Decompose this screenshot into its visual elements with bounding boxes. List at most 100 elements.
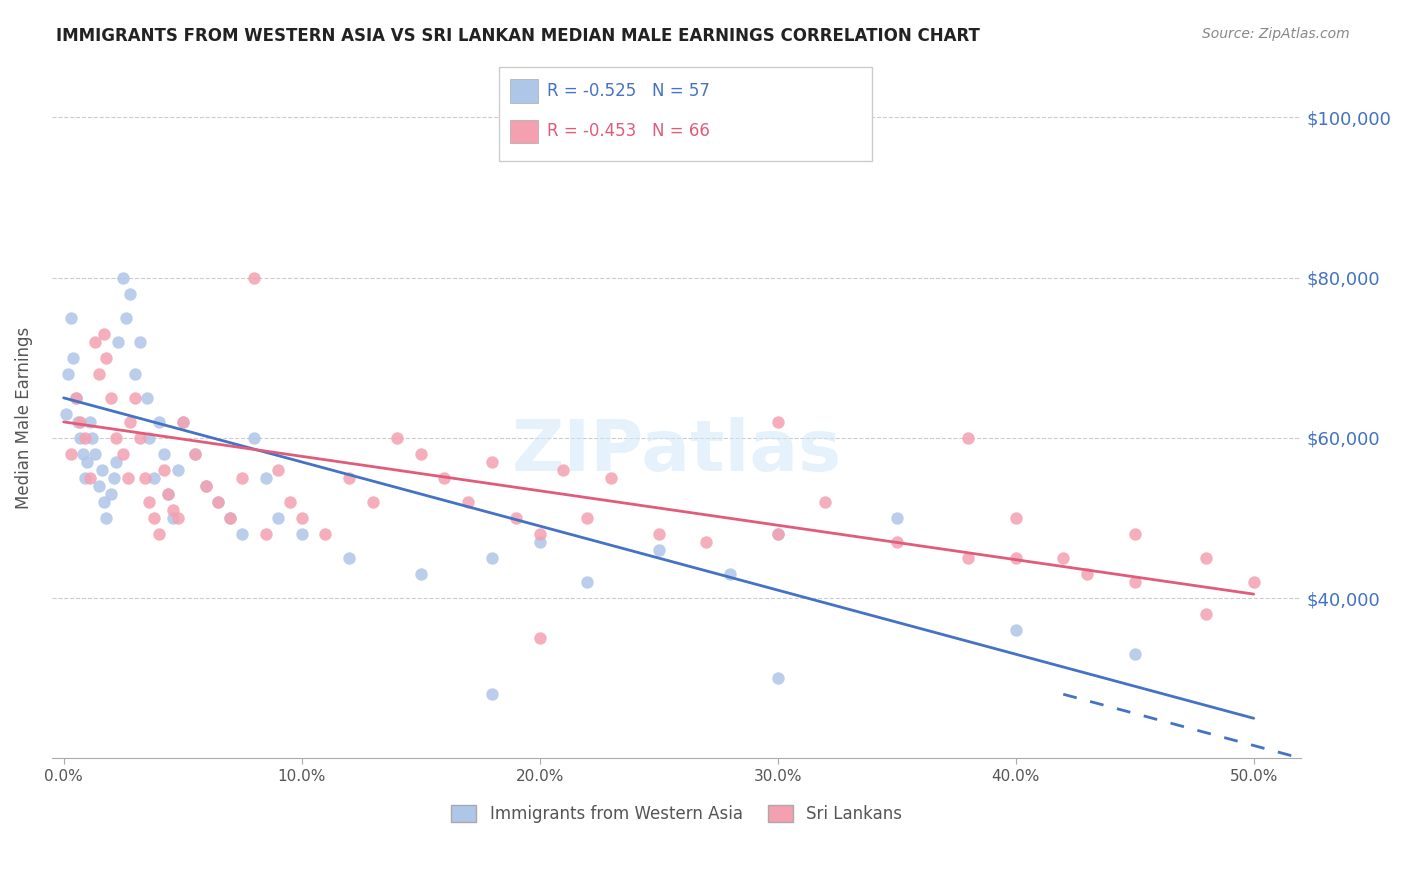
- Point: [79, 415, 101, 429]
- Point: [75, 471, 97, 485]
- Point: [128, 334, 150, 349]
- Point: [89, 479, 111, 493]
- Point: [1052, 551, 1074, 566]
- Point: [128, 431, 150, 445]
- Text: ZIPatlas: ZIPatlas: [512, 417, 842, 486]
- Point: [83, 334, 105, 349]
- Point: [529, 631, 551, 645]
- Point: [505, 511, 527, 525]
- Point: [814, 495, 837, 509]
- Point: [66, 415, 89, 429]
- Point: [231, 527, 253, 541]
- Point: [291, 527, 314, 541]
- Point: [143, 511, 166, 525]
- Point: [167, 463, 190, 477]
- Point: [1243, 575, 1265, 590]
- Point: [157, 487, 180, 501]
- Point: [766, 415, 789, 429]
- Point: [481, 455, 503, 469]
- Point: [162, 503, 184, 517]
- Point: [195, 479, 218, 493]
- Point: [58, 367, 80, 381]
- Point: [162, 511, 184, 525]
- Point: [167, 511, 190, 525]
- Point: [409, 447, 432, 461]
- Text: IMMIGRANTS FROM WESTERN ASIA VS SRI LANKAN MEDIAN MALE EARNINGS CORRELATION CHAR: IMMIGRANTS FROM WESTERN ASIA VS SRI LANK…: [56, 27, 980, 45]
- Point: [93, 326, 115, 341]
- Point: [65, 391, 87, 405]
- Point: [76, 455, 98, 469]
- Point: [254, 471, 277, 485]
- Point: [1004, 551, 1026, 566]
- Point: [152, 447, 174, 461]
- Point: [112, 447, 135, 461]
- Point: [243, 270, 266, 285]
- Point: [957, 551, 980, 566]
- Point: [576, 575, 599, 590]
- Point: [83, 447, 105, 461]
- Point: [1076, 567, 1098, 582]
- Point: [766, 671, 789, 685]
- Point: [93, 495, 115, 509]
- Point: [72, 447, 94, 461]
- Point: [481, 687, 503, 701]
- Point: [267, 511, 290, 525]
- Point: [69, 415, 91, 429]
- Point: [82, 431, 104, 445]
- Point: [148, 527, 170, 541]
- Point: [337, 471, 360, 485]
- Point: [143, 471, 166, 485]
- Point: [718, 567, 741, 582]
- Point: [105, 431, 128, 445]
- Text: R = -0.525   N = 57: R = -0.525 N = 57: [547, 82, 710, 100]
- Point: [1195, 607, 1218, 621]
- Point: [152, 463, 174, 477]
- Point: [148, 415, 170, 429]
- Point: [55, 407, 77, 421]
- Point: [766, 527, 789, 541]
- Point: [90, 463, 112, 477]
- Point: [647, 543, 669, 558]
- Point: [120, 415, 142, 429]
- Point: [553, 463, 575, 477]
- Point: [385, 431, 408, 445]
- Point: [1123, 527, 1146, 541]
- Point: [647, 527, 669, 541]
- Point: [409, 567, 432, 582]
- Point: [75, 431, 97, 445]
- Point: [1123, 575, 1146, 590]
- Point: [766, 527, 789, 541]
- Point: [103, 471, 125, 485]
- Point: [433, 471, 456, 485]
- Point: [172, 415, 194, 429]
- Point: [65, 391, 87, 405]
- Point: [100, 391, 122, 405]
- Point: [138, 431, 160, 445]
- Point: [957, 431, 980, 445]
- Point: [695, 535, 717, 549]
- Point: [62, 351, 84, 365]
- Point: [207, 495, 229, 509]
- Point: [112, 270, 135, 285]
- Point: [231, 471, 253, 485]
- Point: [529, 527, 551, 541]
- Point: [243, 431, 266, 445]
- Point: [136, 391, 159, 405]
- Point: [183, 447, 205, 461]
- Point: [457, 495, 479, 509]
- Legend: Immigrants from Western Asia, Sri Lankans: Immigrants from Western Asia, Sri Lankan…: [443, 797, 910, 831]
- Point: [107, 334, 129, 349]
- Point: [1123, 647, 1146, 661]
- Point: [1195, 551, 1218, 566]
- Point: [172, 415, 194, 429]
- Point: [314, 527, 336, 541]
- Point: [79, 471, 101, 485]
- Point: [89, 367, 111, 381]
- Point: [138, 495, 160, 509]
- Point: [124, 391, 146, 405]
- Point: [267, 463, 290, 477]
- Point: [157, 487, 180, 501]
- Text: Source: ZipAtlas.com: Source: ZipAtlas.com: [1202, 27, 1350, 41]
- Point: [183, 447, 205, 461]
- Point: [134, 471, 156, 485]
